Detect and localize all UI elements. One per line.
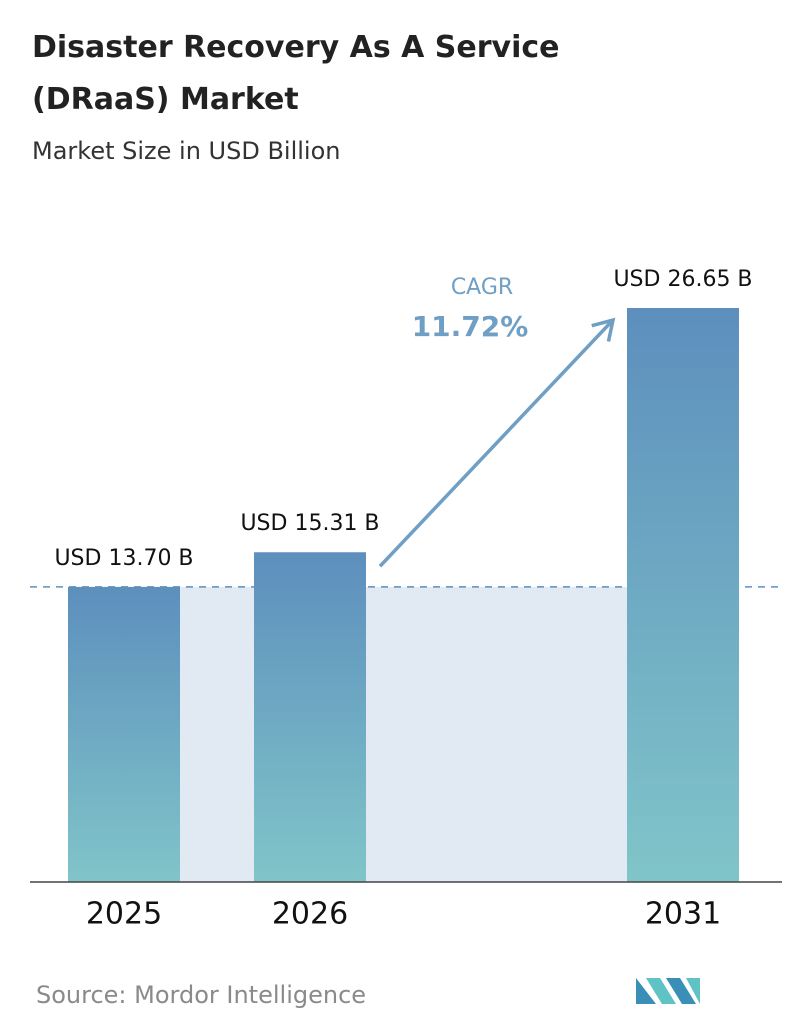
x-tick-label: 2025 bbox=[86, 897, 162, 932]
source: Source: Mordor Intelligence bbox=[36, 981, 366, 1009]
bar bbox=[627, 308, 739, 882]
bar bbox=[254, 552, 366, 882]
cagr-arrow-head bbox=[591, 317, 616, 342]
cagr-label: CAGR bbox=[451, 275, 513, 300]
chart-title: Disaster Recovery As A Service (DRaaS) Ma… bbox=[32, 30, 560, 117]
x-tick-label: 2026 bbox=[272, 897, 348, 932]
bar bbox=[68, 586, 180, 882]
x-tick-label: 2031 bbox=[645, 897, 721, 932]
chart-subtitle: Market Size in USD Billion bbox=[32, 137, 340, 165]
value-label: USD 26.65 B bbox=[613, 267, 752, 292]
logo bbox=[636, 978, 700, 1004]
cagr-arrow bbox=[378, 318, 615, 568]
value-label: USD 13.70 B bbox=[54, 546, 193, 571]
value-label: USD 15.31 B bbox=[240, 511, 379, 536]
cagr-value: 11.72% bbox=[412, 310, 529, 343]
